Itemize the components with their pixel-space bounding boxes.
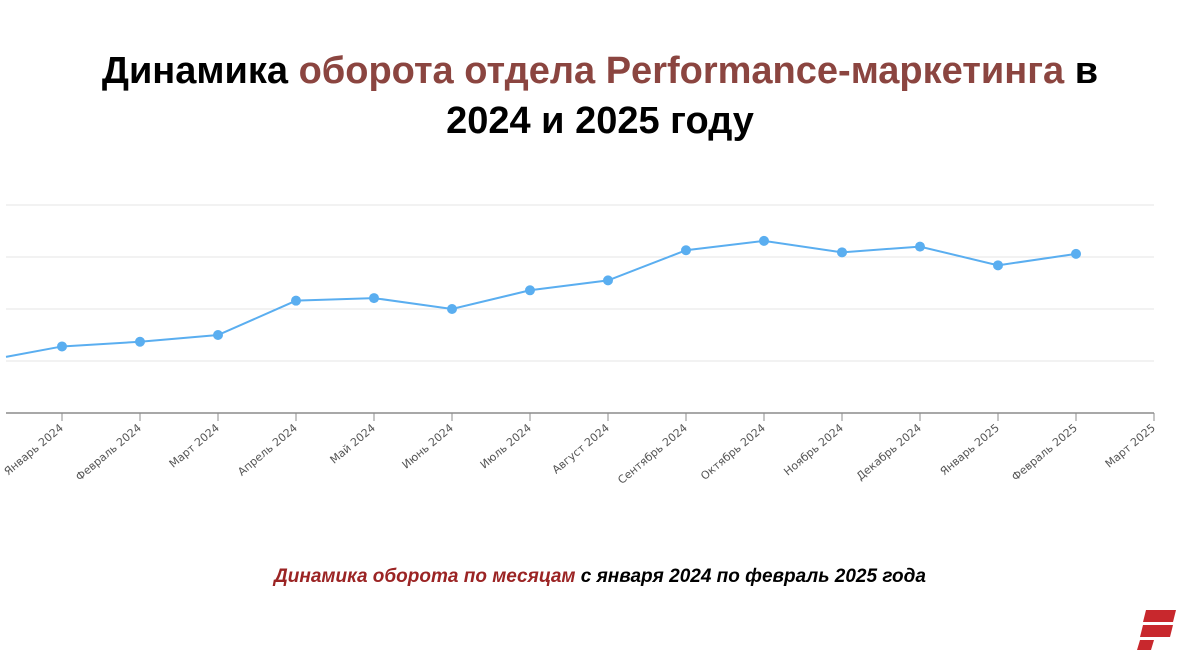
data-point: [681, 245, 691, 256]
x-tick-label: Октябрь 2024: [698, 421, 768, 482]
title-part-1: Динамика: [101, 50, 299, 92]
data-point: [57, 341, 67, 352]
x-tick-label: Январь 2024: [2, 421, 66, 478]
x-tick-label: Апрель 2024: [235, 421, 300, 478]
data-point: [447, 304, 457, 314]
x-tick-label: Февраль 2025: [1009, 421, 1080, 483]
x-tick-label: Июль 2024: [478, 421, 534, 471]
data-point: [759, 235, 769, 246]
chart-title: Динамика оборота отдела Performance-марк…: [0, 46, 1200, 146]
data-point: [135, 336, 145, 347]
x-tick-label: Январь 2025: [938, 421, 1002, 478]
data-point: [525, 285, 535, 296]
caption-accent: Динамика оборота по месяцам: [274, 566, 576, 587]
x-ticks: [61, 413, 1155, 421]
x-tick-labels: Январь 2024 Февраль 2024 Март 2024 Апрель 2…: [2, 421, 1158, 486]
data-point: [603, 275, 613, 286]
data-point: [993, 260, 1003, 271]
x-tick-label: Май 2024: [328, 421, 378, 466]
x-tick-label: Март 2024: [167, 421, 222, 470]
data-point: [213, 330, 223, 340]
brand-logo-icon: [1137, 610, 1176, 650]
x-tick-label: Февраль 2024: [73, 421, 144, 483]
x-tick-label: Март 2025: [1103, 421, 1158, 470]
x-tick-label: Август 2024: [550, 421, 612, 476]
caption-rest: с января 2024 по февраль 2025 года: [575, 566, 926, 587]
data-point: [837, 247, 847, 258]
data-point: [915, 241, 925, 252]
title-line-2: 2024 и 2025 году: [446, 100, 754, 142]
x-tick-label: Июнь 2024: [400, 421, 456, 471]
title-accent: оборота отдела Performance-маркетинга: [298, 50, 1065, 92]
series-line: [5, 239, 1077, 358]
data-point: [369, 293, 379, 304]
title-part-2: в: [1064, 50, 1099, 92]
chart-caption: Динамика оборота по месяцам с января 202…: [0, 566, 1200, 588]
x-tick-label: Ноябрь 2024: [781, 421, 846, 478]
x-tick-label: Декабрь 2024: [854, 421, 924, 483]
data-point: [291, 295, 301, 306]
data-points: [57, 235, 1081, 352]
x-tick-label: Сентябрь 2024: [615, 421, 690, 486]
data-point: [1071, 248, 1081, 259]
